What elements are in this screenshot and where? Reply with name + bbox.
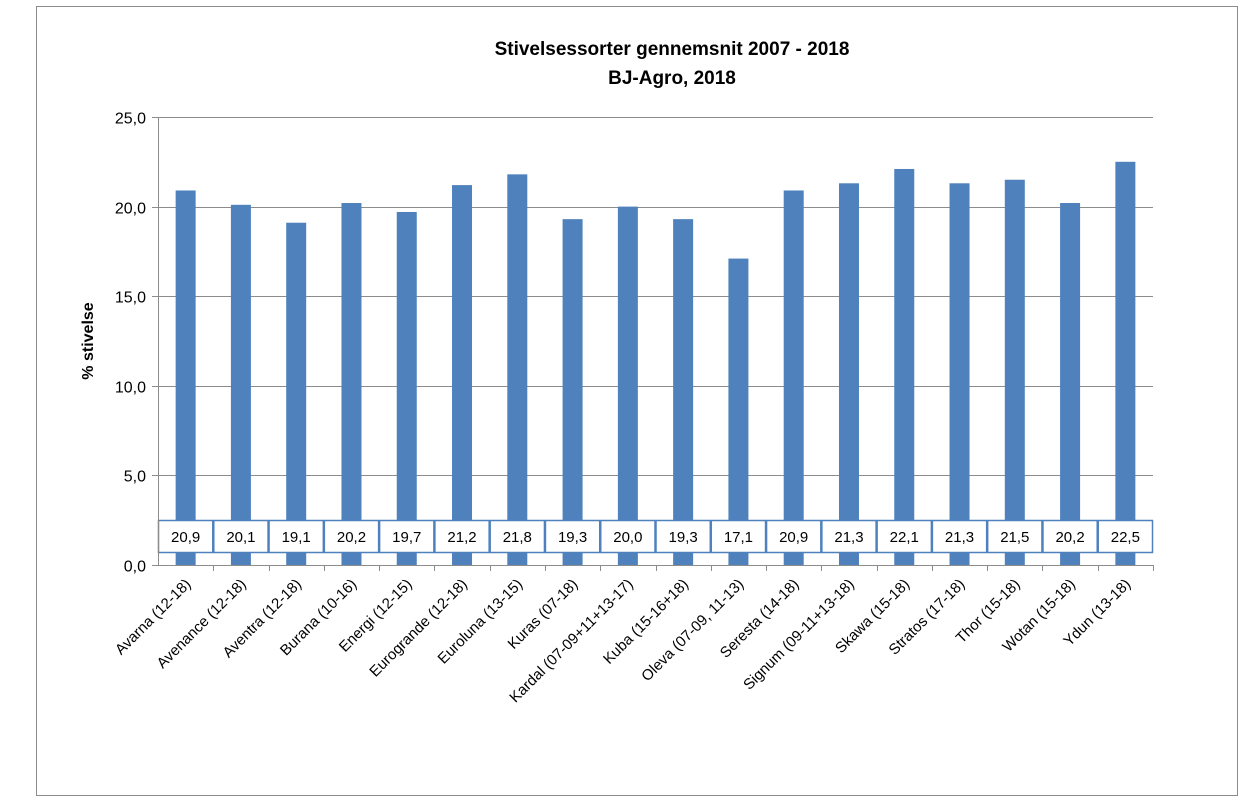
data-label-box	[157, 519, 214, 554]
chart-title: Stivelsessorter gennemsnit 2007 - 2018	[495, 39, 850, 60]
gridlines	[158, 117, 1153, 476]
data-label: 22,5	[1111, 529, 1140, 546]
data-label-box	[1097, 519, 1154, 554]
data-label: 20,9	[171, 529, 200, 546]
bar	[617, 206, 638, 565]
bar	[673, 219, 694, 566]
y-tick-label: 20,0	[115, 201, 146, 218]
bar	[562, 219, 583, 566]
y-tick-label: 5,0	[124, 469, 146, 486]
data-label: 20,2	[337, 529, 366, 546]
bar	[838, 183, 859, 565]
data-label-box	[765, 519, 822, 554]
data-label: 21,5	[1000, 529, 1029, 546]
data-label: 19,1	[282, 529, 311, 546]
bar	[175, 190, 196, 566]
y-axis-label: % stivelse	[80, 302, 97, 379]
data-label-box	[544, 519, 601, 554]
y-tick-label: 10,0	[115, 380, 146, 397]
bar	[507, 174, 528, 565]
data-label-box	[489, 519, 546, 554]
y-tick-label: 15,0	[115, 290, 146, 307]
data-label-box	[876, 519, 933, 554]
data-label: 21,3	[945, 529, 974, 546]
data-label-box	[268, 519, 325, 554]
bar	[783, 190, 804, 566]
data-label: 19,7	[392, 529, 421, 546]
data-label: 20,2	[1055, 529, 1084, 546]
data-label: 19,3	[669, 529, 698, 546]
data-label: 21,3	[834, 529, 863, 546]
data-label-box	[986, 519, 1043, 554]
data-label-box	[655, 519, 712, 554]
bar	[949, 183, 970, 565]
bar	[1060, 203, 1081, 566]
data-label-box	[378, 519, 435, 554]
data-label: 20,1	[226, 529, 255, 546]
data-label-box	[1042, 519, 1098, 554]
bar	[286, 222, 307, 565]
chart-subtitle: BJ-Agro, 2018	[608, 68, 736, 89]
bar	[1115, 161, 1136, 566]
data-label: 21,2	[447, 529, 476, 546]
data-label-box	[213, 519, 269, 554]
data-label: 20,9	[779, 529, 808, 546]
data-label: 17,1	[724, 529, 753, 546]
bar	[894, 168, 915, 565]
data-label: 21,8	[503, 529, 532, 546]
y-tick-label: 25,0	[115, 111, 146, 128]
data-label: 20,0	[613, 529, 642, 546]
data-label-box	[821, 519, 877, 554]
bar	[728, 258, 749, 565]
data-label-box	[710, 519, 767, 554]
bars	[175, 161, 1136, 566]
data-label-box	[599, 519, 656, 554]
data-label-box	[434, 519, 490, 554]
bar	[396, 211, 417, 565]
data-label-box	[323, 519, 380, 554]
bar	[1004, 179, 1025, 565]
data-labels: 20,9 20,1 19,1 20,2 19,7 21,2 21,8 19,3 20,0 19,3…	[157, 519, 1154, 554]
data-label: 19,3	[558, 529, 587, 546]
data-label-box	[931, 519, 988, 554]
bar	[341, 203, 362, 566]
y-axis-ticks: 0,0 5,0 10,0 15,0 20,0 25,0	[115, 111, 158, 576]
bar	[452, 185, 473, 565]
bar	[230, 204, 251, 566]
data-label: 22,1	[890, 529, 919, 546]
y-tick-label: 0,0	[124, 559, 146, 576]
